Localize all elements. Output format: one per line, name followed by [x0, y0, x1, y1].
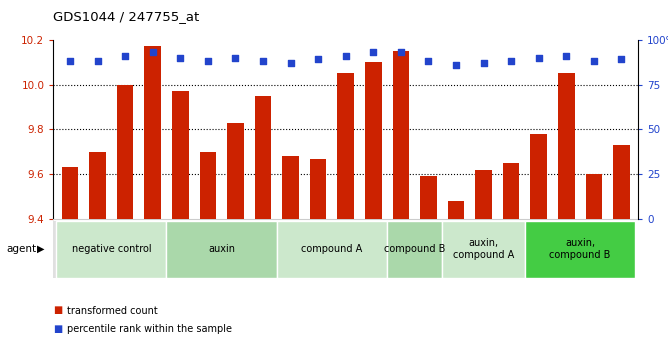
Bar — [61, 168, 78, 219]
Text: compound A: compound A — [301, 244, 363, 254]
Point — [368, 49, 379, 55]
Bar — [277, 221, 387, 278]
Bar — [227, 123, 244, 219]
Text: compound B: compound B — [384, 244, 446, 254]
Bar — [530, 134, 547, 219]
Point — [395, 49, 406, 55]
Point — [313, 57, 323, 62]
Text: GDS1044 / 247755_at: GDS1044 / 247755_at — [53, 10, 200, 23]
Bar — [475, 170, 492, 219]
Point — [258, 58, 269, 64]
Point — [451, 62, 462, 68]
Bar — [448, 201, 464, 219]
Bar — [200, 152, 216, 219]
Bar — [117, 85, 134, 219]
Bar — [56, 221, 166, 278]
Text: transformed count: transformed count — [67, 306, 158, 315]
Text: ▶: ▶ — [37, 244, 44, 254]
Bar — [503, 163, 520, 219]
Bar — [525, 221, 635, 278]
Bar — [144, 47, 161, 219]
Bar — [166, 221, 277, 278]
Point — [285, 60, 296, 66]
Text: ■: ■ — [53, 325, 63, 334]
Point — [561, 53, 572, 59]
Bar — [387, 221, 442, 278]
Text: auxin,
compound A: auxin, compound A — [453, 238, 514, 260]
Point — [120, 53, 130, 59]
Bar — [613, 145, 630, 219]
Bar — [442, 221, 525, 278]
Bar — [90, 152, 106, 219]
Point — [341, 53, 351, 59]
Point — [65, 58, 75, 64]
Text: percentile rank within the sample: percentile rank within the sample — [67, 325, 232, 334]
Point — [202, 58, 213, 64]
Bar — [337, 73, 354, 219]
Point — [506, 58, 516, 64]
Bar — [283, 156, 299, 219]
Bar — [310, 159, 327, 219]
Text: negative control: negative control — [71, 244, 151, 254]
Point — [175, 55, 186, 60]
Point — [478, 60, 489, 66]
Bar — [558, 73, 574, 219]
Point — [533, 55, 544, 60]
Point — [423, 58, 434, 64]
Point — [589, 58, 599, 64]
Text: agent: agent — [7, 244, 37, 254]
Bar — [365, 62, 381, 219]
Bar — [586, 174, 602, 219]
Point — [230, 55, 240, 60]
Text: auxin,
compound B: auxin, compound B — [549, 238, 611, 260]
Point — [616, 57, 627, 62]
Point — [148, 49, 158, 55]
Text: auxin: auxin — [208, 244, 235, 254]
Point — [92, 58, 103, 64]
Bar — [172, 91, 188, 219]
Bar — [255, 96, 271, 219]
Bar — [420, 177, 437, 219]
Text: ■: ■ — [53, 306, 63, 315]
Bar — [393, 51, 409, 219]
